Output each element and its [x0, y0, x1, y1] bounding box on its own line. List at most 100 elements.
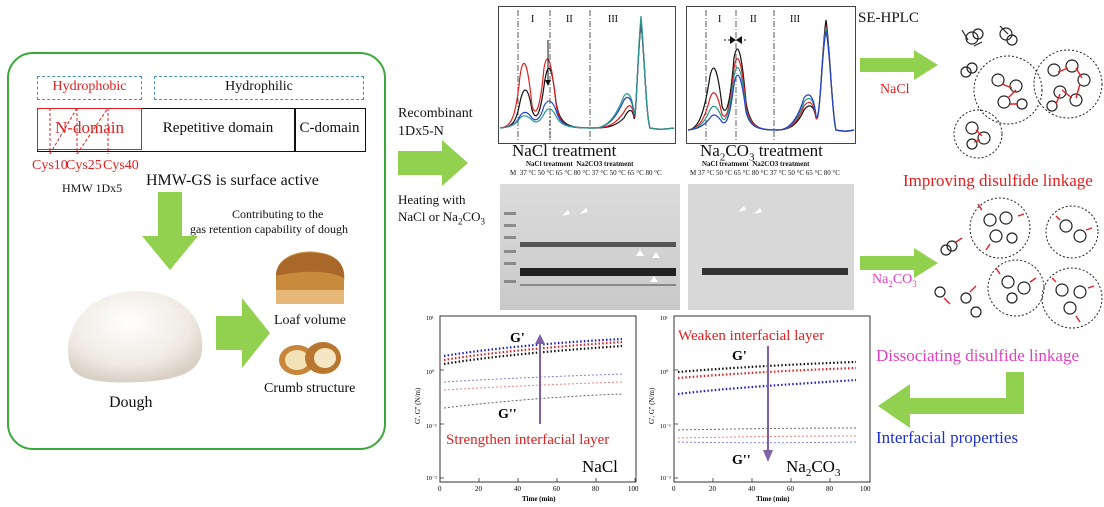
rheo2-salt-na: Na: [786, 457, 806, 476]
crumb-image: [279, 342, 341, 375]
recombinant-label-2: 1Dx5-N: [398, 124, 444, 139]
rheo2-salt-sub1: 2: [806, 467, 812, 479]
na2co3-arrow-icon: [860, 248, 938, 278]
hydrophilic-box: [154, 76, 364, 100]
gel1-group-na2co3: Na2CO3 treatment: [576, 160, 634, 168]
hydrophilic-label: Hydrophilic: [225, 79, 293, 94]
gel-header-nacl: NaCl treatment Na2CO3 treatment M 37 °C …: [500, 160, 680, 188]
hydrophobic-label: Hydrophobic: [52, 79, 127, 94]
right-sub1: 2: [888, 278, 893, 289]
na2co3-right-label: Na2CO3: [872, 272, 917, 289]
gel1-group-labels: NaCl treatment Na2CO3 treatment: [500, 160, 680, 169]
gel2-lanes: 37 °C 50 °C 65 °C 80 °C 37 °C 50 °C 65 °…: [697, 169, 840, 177]
cys40-label: Cys40: [103, 158, 139, 173]
gel-header-na2co3: NaCl treatment Na2CO3 treatment M 37 °C …: [688, 160, 854, 188]
rheo1-xtick-5: 100: [628, 485, 639, 493]
rheo1-ytick-0: 10¹: [426, 316, 434, 322]
heating-sub1: 2: [457, 216, 463, 227]
rheo2-g-double: G'': [732, 453, 751, 468]
gel1-group-nacl: NaCl treatment: [526, 160, 573, 168]
loaf-volume-label: Loaf volume: [274, 313, 346, 328]
interfacial-properties-label: Interfacial properties: [876, 428, 1019, 447]
na2co3-co: CO: [725, 141, 749, 160]
recombinant-label-1: Recombinant: [398, 106, 473, 121]
nacl-right-label: NaCl: [880, 82, 910, 97]
right-na: Na: [872, 272, 889, 287]
hplc1-region-3: III: [608, 14, 618, 25]
dough-image: [68, 291, 203, 383]
crumb-structure-label: Crumb structure: [264, 381, 356, 396]
hplc1-region-1: I: [531, 14, 534, 25]
cys25-label: Cys25: [66, 158, 102, 173]
na2co3-treatment-label: Na2CO3 treatment: [700, 141, 823, 163]
gel-image-na2co3: [688, 184, 854, 310]
heating-label-1: Heating with: [398, 192, 466, 207]
hplc-chart-na2co3: I II III: [686, 6, 856, 144]
rheo2-caption: Weaken interfacial layer: [678, 328, 824, 344]
gel2-group-labels: NaCl treatment Na2CO3 treatment: [688, 160, 854, 169]
heating-nacl-text: NaCl or Na: [398, 209, 458, 224]
rheology-chart-nacl: 10¹ 10⁰ 10⁻¹ 10⁻² 0 20 40 60 80 100 Time…: [414, 315, 639, 503]
rheo1-salt-label: NaCl: [582, 457, 618, 476]
right-arrow-icon: [216, 298, 270, 368]
dissociating-label: Dissociating disulfide linkage: [876, 346, 1080, 365]
rheo2-xtick-4: 80: [826, 485, 834, 493]
cys10-label: Cys10: [32, 158, 68, 173]
improving-label: Improving disulfide linkage: [903, 171, 1093, 190]
gel1-lane-labels: M 37 °C 50 °C 65 °C 80 °C 37 °C 50 °C 65…: [500, 169, 680, 178]
heating-sub2: 3: [480, 216, 486, 227]
dough-label: Dough: [109, 394, 153, 411]
hplc2-region-2: II: [750, 14, 757, 25]
rheo2-xtick-0: 0: [672, 485, 676, 493]
gel2-lane-labels: M 37 °C 50 °C 65 °C 80 °C 37 °C 50 °C 65…: [688, 169, 854, 178]
contributing-line2: gas retention capability of dough: [190, 222, 348, 236]
gel1-marker: M: [510, 169, 517, 177]
gel2-group-nacl: NaCl treatment: [702, 160, 749, 168]
repetitive-domain-label: Repetitive domain: [162, 120, 274, 136]
rheo1-xtick-4: 80: [592, 485, 600, 493]
rheo2-salt-label: Na2CO3: [786, 457, 841, 479]
hplc2-region-1: I: [718, 14, 721, 25]
hplc1-region-2: II: [566, 14, 573, 25]
n-domain-label: N-domain: [55, 118, 124, 137]
heating-label-2: NaCl or Na2CO3: [398, 209, 485, 227]
rheo1-ytick-3: 10⁻²: [426, 476, 437, 482]
hmw-1dx5-label: HMW 1Dx5: [62, 181, 123, 195]
rheo2-ytick-3: 10⁻²: [660, 476, 671, 482]
se-hplc-label: SE-HPLC: [858, 10, 919, 26]
rheo1-ytick-2: 10⁻¹: [426, 424, 437, 430]
rheo1-xtick-0: 0: [438, 485, 442, 493]
surface-active-label: HMW-GS is surface active: [146, 172, 319, 189]
rheo2-xtick-3: 60: [787, 485, 795, 493]
nacl-arrow-icon: [860, 50, 938, 80]
rheo2-g-prime: G': [732, 349, 747, 364]
rheo2-salt-co: CO: [811, 457, 835, 476]
hydrophobic-box: [37, 76, 142, 100]
right-sub2: 3: [912, 278, 917, 289]
right-co: CO: [892, 272, 913, 287]
return-arrow-icon: [878, 372, 1024, 428]
gel-image-nacl: [500, 184, 680, 310]
na2co3-na: Na: [700, 141, 720, 160]
rheo2-ytick-1: 10⁰: [660, 369, 669, 376]
hplc-chart-nacl: I II III: [498, 6, 676, 144]
contributing-line1: Contributing to the: [232, 207, 324, 221]
domain-divider: [294, 108, 296, 151]
rheo1-caption: Strengthen interfacial layer: [446, 432, 609, 448]
hplc2-region-3: III: [790, 14, 800, 25]
rheo2-xtick-1: 20: [709, 485, 717, 493]
rheology-chart-na2co3: 10¹ 10⁰ 10⁻¹ 10⁻² 0 20 40 60 80 100 Time…: [648, 315, 871, 503]
middle-arrow-icon: [398, 140, 468, 186]
rheo1-xlabel: Time (min): [522, 495, 556, 503]
gel2-group-na2co3: Na2CO3 treatment: [752, 160, 810, 168]
rheo1-g-prime: G': [510, 331, 525, 346]
heating-co-text: CO: [462, 209, 481, 224]
rheo2-xlabel: Time (min): [756, 495, 790, 503]
gel1-lanes: 37 °C 50 °C 65 °C 80 °C 37 °C 50 °C 65 °…: [519, 169, 662, 177]
rheo2-xtick-5: 100: [860, 485, 871, 493]
rheo2-xtick-2: 40: [748, 485, 756, 493]
c-domain-label: C-domain: [299, 120, 360, 136]
aggregate-dissociated-image: [934, 197, 1103, 329]
rheo2-ylabel: G', G'' (N/m): [648, 387, 656, 424]
rheo2-ytick-0: 10¹: [660, 316, 668, 322]
